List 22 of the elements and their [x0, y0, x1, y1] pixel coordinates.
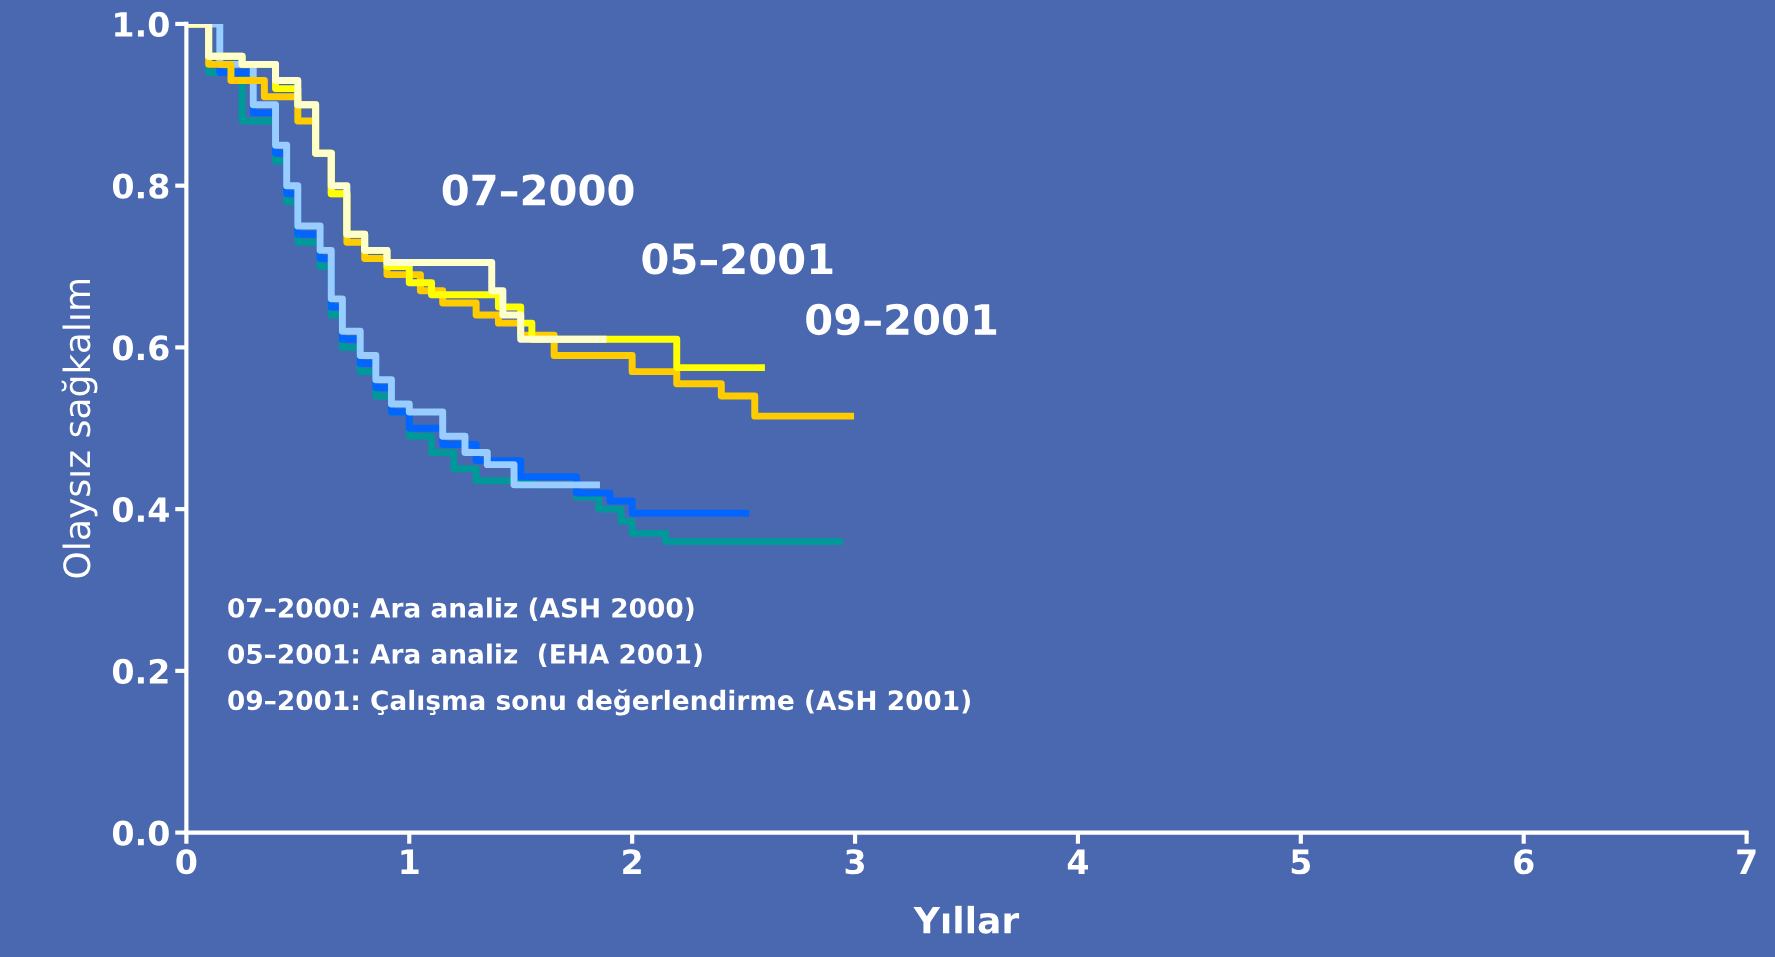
- y-tick-label: 0.4: [112, 497, 169, 523]
- y-tick-label: 1.0: [115, 11, 169, 38]
- y-axis-title: Olaysız sağkalım: [61, 279, 98, 578]
- y-tick-label: 0.6: [112, 335, 169, 361]
- x-tick-label: 3: [845, 849, 864, 875]
- y-tick-label: 0.2: [112, 658, 168, 684]
- x-tick-label: 5: [1291, 849, 1311, 875]
- x-tick-label: 6: [1514, 849, 1534, 875]
- annotation: 07–2000: [442, 174, 634, 206]
- y-tick-label: 0.8: [112, 173, 169, 199]
- x-tick-label: 4: [1067, 849, 1088, 874]
- annotation: 07–2000: Ara analiz (ASH 2000): [228, 597, 694, 621]
- annotation: 09–2001: [806, 303, 997, 336]
- annotation: 09–2001: Çalışma sonu değerlendirme (ASH 2001): [228, 689, 970, 716]
- annotation: 05–2001: Ara analiz (EHA 2001): [228, 643, 702, 668]
- annotation: 05–2001: [642, 243, 833, 275]
- x-axis-title: Yıllar: [913, 905, 1020, 934]
- x-tick-label: 1: [401, 849, 419, 874]
- x-tick-label: 7: [1737, 849, 1756, 874]
- x-tick-label: 0: [176, 849, 197, 875]
- x-tick-label: 2: [623, 849, 641, 874]
- y-tick-label: 0.0: [112, 820, 169, 846]
